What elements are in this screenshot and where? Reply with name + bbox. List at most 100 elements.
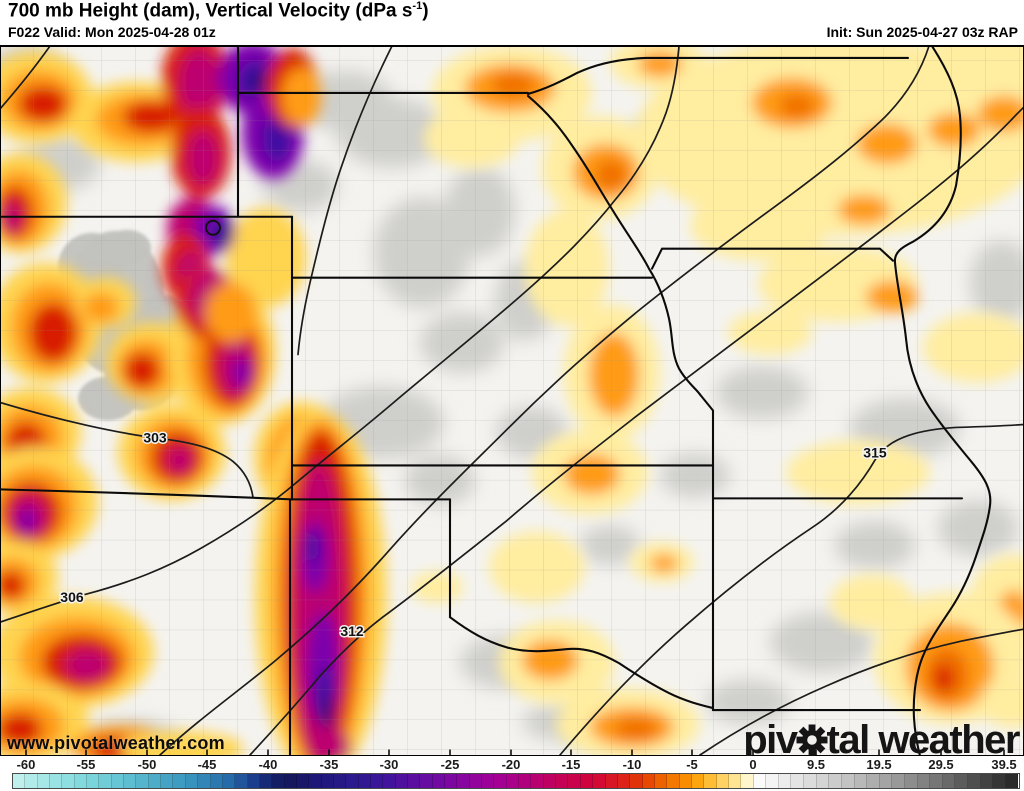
colorbar-segment <box>309 774 322 788</box>
colorbar-segment <box>99 774 112 788</box>
height-contour <box>0 46 51 110</box>
colorbar-segment <box>235 774 248 788</box>
colorbar-segment <box>791 774 805 788</box>
colorbar-segment <box>904 774 918 788</box>
colorbar-tick-label: -35 <box>319 757 339 772</box>
colorbar-segment <box>741 774 754 788</box>
colorbar-segment <box>136 774 149 788</box>
colorbar-segment <box>993 774 1006 788</box>
colorbar-tick-label: 0 <box>749 757 757 772</box>
colorbar-segment <box>930 774 943 788</box>
colorbar-segment <box>841 774 855 788</box>
colorbar-tick-label: -20 <box>501 757 521 772</box>
gear-icon <box>796 724 828 756</box>
colorbar-segment <box>942 774 956 788</box>
colorbar-segment <box>161 774 174 788</box>
colorbar-segment <box>580 774 594 788</box>
colorbar-tick-label: -40 <box>258 757 278 772</box>
state-border <box>698 393 715 712</box>
contour-label: 303 <box>143 429 167 445</box>
colorbar-segment <box>716 774 729 788</box>
colorbar-segment <box>272 774 285 788</box>
colorbar-segment <box>358 774 371 788</box>
colorbar-tick-label: 19.5 <box>866 757 892 772</box>
colorbar-segment <box>568 774 581 788</box>
height-contour-layer: 303 306 312 315 <box>0 46 1024 756</box>
map-canvas[interactable]: 303 306 312 315 www.pivotalweather.com piv t… <box>0 45 1024 760</box>
weather-map-svg: 303 306 312 315 <box>0 46 1024 756</box>
tick-marks-layer <box>25 749 1005 756</box>
init-time-label: Init: Sun 2025-04-27 03z RAP <box>826 24 1018 40</box>
colorbar-segment <box>766 774 779 788</box>
colorbar-segment <box>370 774 384 788</box>
pivotal-weather-logo: piv tal weather <box>743 720 1020 760</box>
colorbar-segment <box>679 774 692 788</box>
colorbar-segment <box>87 774 100 788</box>
colorbar-segment <box>704 774 717 788</box>
colorbar-segment <box>346 774 359 788</box>
colorbar-segment <box>383 774 396 788</box>
colorbar-tick-label: 29.5 <box>928 757 954 772</box>
colorbar-segment <box>62 774 75 788</box>
colorbar-segment <box>967 774 981 788</box>
colorbar-segment <box>210 774 223 788</box>
colorbar-segment <box>25 774 38 788</box>
colorbar-segment <box>854 774 868 788</box>
height-contour <box>0 401 254 499</box>
state-border <box>526 56 910 95</box>
colorbar-tick-label: -55 <box>76 757 96 772</box>
colorbar-segment <box>469 774 483 788</box>
colorbar-segment <box>321 774 334 788</box>
colorbar-segment <box>1005 774 1019 788</box>
height-contour <box>699 628 1024 756</box>
state-border <box>650 247 895 270</box>
colorbar-segment <box>617 774 631 788</box>
colorbar-segment <box>955 774 968 788</box>
colorbar-segment <box>445 774 458 788</box>
colorbar-segment <box>543 774 557 788</box>
colorbar-segment <box>198 774 211 788</box>
colorbar-tick-label: -30 <box>379 757 399 772</box>
colorbar-bar <box>12 773 1020 789</box>
colorbar-segment <box>667 774 680 788</box>
colorbar-segment <box>605 774 618 788</box>
map-header: 700 mb Height (dam), Vertical Velocity (… <box>0 0 1024 45</box>
colorbar-tick-label: -25 <box>440 757 460 772</box>
height-contour <box>0 46 680 624</box>
colorbar-segment <box>753 774 767 788</box>
colorbar-segment <box>556 774 569 788</box>
closed-low-contour <box>205 219 221 236</box>
colorbar: -60 -55 -50 -45 -40 -35 -30 -25 -20 -15 -10 -5 0 9.5 1… <box>0 756 1024 791</box>
colorbar-segment <box>259 774 273 788</box>
colorbar-segment <box>593 774 606 788</box>
colorbar-segment <box>148 774 162 788</box>
colorbar-segment <box>457 774 470 788</box>
state-border <box>526 94 702 396</box>
colorbar-segment <box>111 774 125 788</box>
contour-label: 315 <box>863 444 887 460</box>
colorbar-tick-label: -45 <box>197 757 217 772</box>
colorbar-segment <box>867 774 880 788</box>
height-contour <box>559 423 1024 756</box>
height-contour <box>249 106 1024 756</box>
colorbar-segment <box>173 774 186 788</box>
colorbar-segment <box>284 774 297 788</box>
state-border-layer <box>0 46 992 756</box>
contour-label: 306 <box>60 589 84 605</box>
colorbar-segment <box>630 774 643 788</box>
state-border <box>448 616 715 710</box>
colorbar-segment <box>816 774 830 788</box>
colorbar-segment <box>432 774 446 788</box>
colorbar-segment <box>408 774 421 788</box>
colorbar-segment <box>247 774 260 788</box>
height-contour <box>297 46 393 356</box>
colorbar-segment <box>892 774 905 788</box>
colorbar-tick-label: -60 <box>16 757 36 772</box>
state-border <box>893 46 992 756</box>
page-title: 700 mb Height (dam), Vertical Velocity (… <box>8 0 429 22</box>
colorbar-segment <box>506 774 520 788</box>
colorbar-tick-label: -10 <box>622 757 642 772</box>
colorbar-segment <box>420 774 433 788</box>
state-border <box>0 488 294 501</box>
